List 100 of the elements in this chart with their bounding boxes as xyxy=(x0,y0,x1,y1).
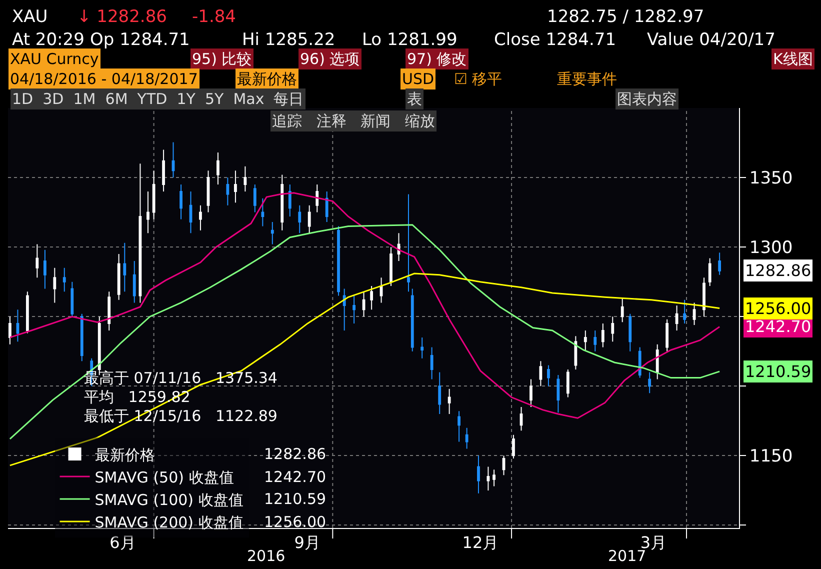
text: 重要事件 xyxy=(557,70,617,88)
text: XAU xyxy=(12,7,48,27)
candlestick xyxy=(172,142,175,178)
candlestick xyxy=(308,204,311,234)
candlestick xyxy=(620,298,624,323)
text: USD xyxy=(402,70,434,88)
candlestick xyxy=(648,372,652,394)
legend-label: SMAVG (50) 收盘值 xyxy=(94,468,234,486)
candlestick xyxy=(325,190,328,223)
candlestick xyxy=(407,194,410,292)
candlestick xyxy=(520,406,523,432)
candlestick xyxy=(234,170,237,204)
candlestick xyxy=(189,190,192,234)
candlestick xyxy=(26,291,29,334)
candlestick xyxy=(206,170,210,213)
text: 96) 选项 xyxy=(300,50,360,68)
candlestick xyxy=(199,204,202,231)
candlestick xyxy=(458,410,460,442)
text: 表 xyxy=(407,90,422,108)
candlestick xyxy=(180,184,182,220)
text: Op 1284.71 xyxy=(90,30,190,50)
data-label: 1242.70 xyxy=(745,317,812,336)
candlestick xyxy=(556,374,560,414)
candlestick xyxy=(502,455,506,476)
candlestick xyxy=(16,309,20,342)
candlestick xyxy=(316,184,319,213)
text: Hi 1285.22 xyxy=(242,30,336,50)
text: 最新价格 xyxy=(237,70,297,88)
x-tick-label: 12月 xyxy=(462,533,499,552)
candlestick xyxy=(108,291,111,332)
candlestick xyxy=(656,344,659,380)
annotation: 最低于 12/15/16 1122.89 xyxy=(84,407,278,425)
candlestick xyxy=(448,388,451,414)
candlestick xyxy=(298,204,302,234)
text: 04/18/2016 - 04/18/2017 xyxy=(10,70,198,88)
candlestick xyxy=(362,291,366,318)
candlestick xyxy=(244,166,247,192)
candlestick xyxy=(438,372,442,414)
text: 1282.86 xyxy=(745,261,812,280)
candlestick xyxy=(666,318,669,352)
text: 1242.70 xyxy=(264,468,326,486)
candlestick xyxy=(43,249,46,290)
text: 1256.00 xyxy=(264,513,326,531)
candlestick xyxy=(62,267,66,292)
annotation: 追踪 注释 新闻 缩放 xyxy=(272,112,435,130)
candlestick xyxy=(397,232,400,262)
text: ☑ 移平 xyxy=(454,70,502,88)
candlestick xyxy=(370,286,374,310)
candlestick xyxy=(692,302,696,326)
candlestick xyxy=(288,184,292,217)
x-tick-label: 9月 xyxy=(294,533,320,552)
candlestick xyxy=(420,336,424,359)
line-series xyxy=(9,224,720,440)
candlestick xyxy=(477,455,480,494)
candlestick xyxy=(253,184,256,213)
text: XAU Curncy xyxy=(10,50,99,68)
text: 1282.75 / 1282.97 xyxy=(547,7,704,27)
candlestick xyxy=(594,330,597,352)
candlestick xyxy=(8,316,12,345)
candlestick xyxy=(380,277,383,304)
candlestick xyxy=(270,222,274,245)
candlestick xyxy=(638,346,642,378)
candlestick xyxy=(146,190,150,234)
text: Value 04/20/17 xyxy=(647,30,776,50)
candlestick xyxy=(628,313,632,352)
x-tick-label: 6月 xyxy=(110,533,136,552)
candlestick xyxy=(280,174,284,231)
text: 1210.59 xyxy=(264,490,326,508)
text: Lo 1281.99 xyxy=(362,30,458,50)
legend-label: SMAVG (200) 收盘值 xyxy=(94,513,244,532)
candlestick xyxy=(36,244,39,278)
text: -1.84 xyxy=(192,7,236,27)
candlestick xyxy=(80,313,84,362)
legend-label: 最新价格 xyxy=(94,446,155,464)
text: 2017 xyxy=(608,547,646,565)
candlestick xyxy=(465,427,468,450)
candlestick xyxy=(98,316,101,376)
candlestick xyxy=(584,330,587,350)
candlestick xyxy=(530,378,532,408)
candlestick xyxy=(70,281,74,318)
text: 2016 xyxy=(247,547,286,565)
text: 1282.86 xyxy=(264,445,326,463)
data-label: 1256.00 xyxy=(745,299,812,318)
y-tick-label: 1150 xyxy=(749,446,793,467)
candlestick xyxy=(430,346,434,380)
candlestick xyxy=(390,246,392,287)
candlestick xyxy=(410,288,414,352)
candlestick xyxy=(702,277,706,318)
candlestick xyxy=(216,152,220,185)
candlestick xyxy=(601,323,604,348)
candlestick xyxy=(566,368,570,398)
text: At 20:29 xyxy=(12,30,84,50)
candlestick xyxy=(261,198,264,227)
legend-label: SMAVG (100) 收盘值 xyxy=(94,490,244,509)
text: Close 1284.71 xyxy=(494,30,616,50)
candlestick xyxy=(132,260,136,304)
candlestick xyxy=(53,267,56,304)
candlestick xyxy=(226,177,230,206)
y-tick-label: 1350 xyxy=(749,168,793,188)
y-tick-label: 1300 xyxy=(749,238,793,258)
